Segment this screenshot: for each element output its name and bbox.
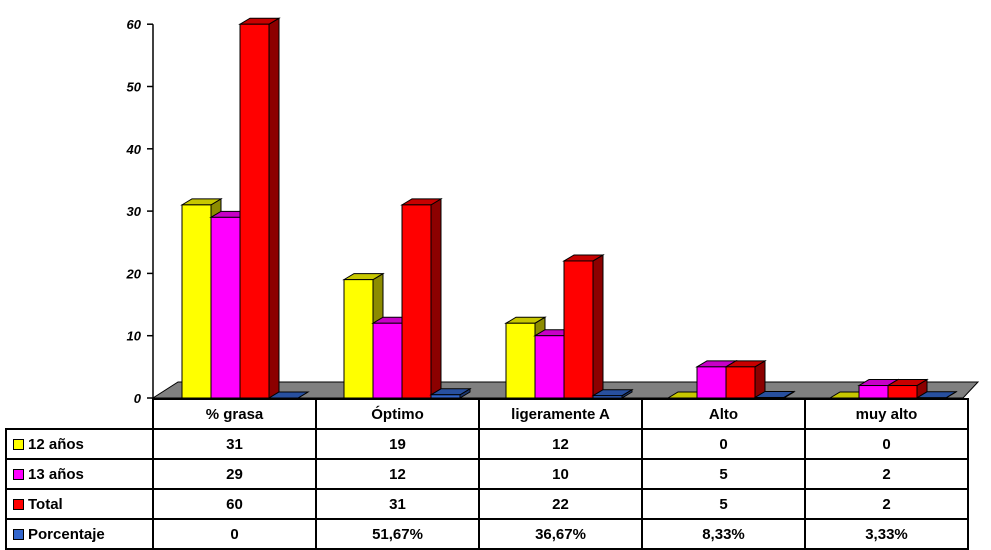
series-name: Total — [28, 496, 63, 513]
bar — [564, 255, 603, 398]
bar — [402, 199, 441, 398]
data-table: % grasa Óptimo ligeramente A Alto muy al… — [5, 398, 969, 550]
bar-front-face — [726, 367, 755, 398]
y-tick-label: 10 — [127, 329, 142, 344]
table-cell: 31 — [153, 429, 316, 459]
bar-front-face — [402, 205, 431, 398]
legend-entry: 12 años — [6, 429, 153, 459]
category-label: Alto — [642, 399, 805, 429]
series-name: 13 años — [28, 466, 84, 483]
legend-swatch — [13, 529, 24, 540]
category-label: ligeramente A — [479, 399, 642, 429]
table-cell: 5 — [642, 459, 805, 489]
legend-swatch — [13, 439, 24, 450]
table-cell: 22 — [479, 489, 642, 519]
bar-front-face — [373, 323, 402, 398]
legend-swatch — [13, 499, 24, 510]
bar-front-face — [859, 386, 888, 398]
bar — [240, 18, 279, 398]
table-cell: 10 — [479, 459, 642, 489]
table-cell: 0 — [642, 429, 805, 459]
bar-side-face — [593, 255, 603, 398]
table-row-13-anos: 13 años 29 12 10 5 2 — [6, 459, 968, 489]
series-name: 12 años — [28, 436, 84, 453]
y-tick-label: 40 — [126, 142, 142, 157]
table-cell: 12 — [479, 429, 642, 459]
y-tick-label: 50 — [127, 80, 142, 95]
table-cell: 0 — [153, 519, 316, 549]
category-label: muy alto — [805, 399, 968, 429]
category-label: Óptimo — [316, 399, 479, 429]
y-tick-label: 60 — [127, 17, 142, 32]
bar-side-face — [269, 18, 279, 398]
table-cell: 2 — [805, 459, 968, 489]
table-cell: 12 — [316, 459, 479, 489]
table-cell: 3,33% — [805, 519, 968, 549]
legend-entry: Porcentaje — [6, 519, 153, 549]
table-row-total: Total 60 31 22 5 2 — [6, 489, 968, 519]
bar-front-face — [182, 205, 211, 398]
legend-entry: 13 años — [6, 459, 153, 489]
bar-side-face — [431, 199, 441, 398]
bar-front-face — [240, 24, 269, 398]
table-cell: 2 — [805, 489, 968, 519]
bar-front-face — [344, 280, 373, 398]
category-label: % grasa — [153, 399, 316, 429]
bar-front-face — [888, 386, 917, 398]
y-tick-label: 30 — [127, 204, 142, 219]
legend-entry: Total — [6, 489, 153, 519]
table-corner-cell — [6, 399, 153, 429]
table-cell: 60 — [153, 489, 316, 519]
table-cell: 36,67% — [479, 519, 642, 549]
legend-swatch — [13, 469, 24, 480]
bar-front-face — [697, 367, 726, 398]
table-cell: 19 — [316, 429, 479, 459]
bar-front-face — [506, 323, 535, 398]
bar-front-face — [535, 336, 564, 398]
table-cell: 8,33% — [642, 519, 805, 549]
table-header-row: % grasa Óptimo ligeramente A Alto muy al… — [6, 399, 968, 429]
table-cell: 51,67% — [316, 519, 479, 549]
y-tick-label: 20 — [126, 266, 142, 281]
table-cell: 0 — [805, 429, 968, 459]
table-cell: 5 — [642, 489, 805, 519]
table-cell: 29 — [153, 459, 316, 489]
bar-front-face — [564, 261, 593, 398]
table-row-porcentaje: Porcentaje 0 51,67% 36,67% 8,33% 3,33% — [6, 519, 968, 549]
table-cell: 31 — [316, 489, 479, 519]
bar — [726, 361, 765, 398]
table-row-12-anos: 12 años 31 19 12 0 0 — [6, 429, 968, 459]
bar-front-face — [211, 217, 240, 398]
